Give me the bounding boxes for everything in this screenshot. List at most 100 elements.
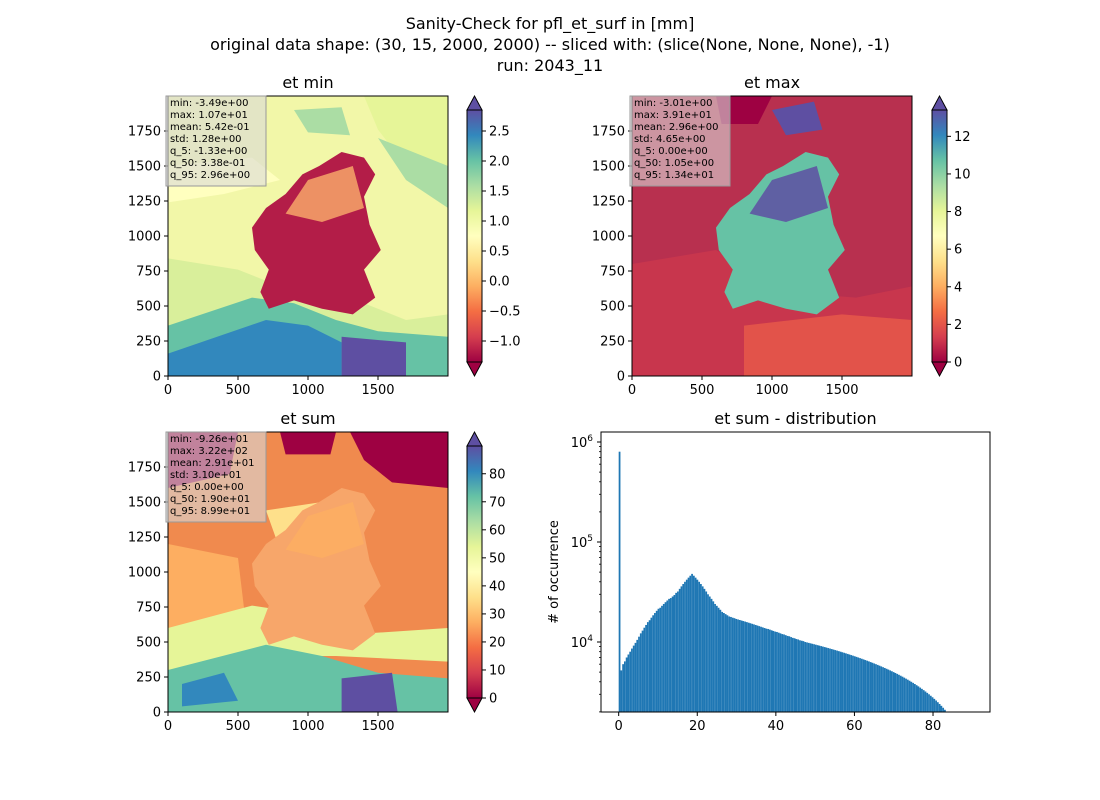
x-tick-label: 1500 — [825, 383, 858, 398]
histogram-bar — [843, 652, 846, 712]
histogram-bar — [646, 622, 649, 712]
histogram-bar — [650, 617, 653, 712]
y-tick-label: 250 — [600, 335, 625, 350]
colorbar-tick-label: 80 — [489, 467, 506, 482]
histogram-bar — [678, 588, 681, 712]
histogram-bar — [850, 655, 853, 712]
histogram-bar — [659, 607, 662, 712]
histogram-bar — [623, 661, 626, 712]
stats-box-background — [629, 95, 731, 187]
colorbar-tick-label: 2.5 — [489, 125, 510, 140]
histogram-bar — [908, 680, 911, 712]
histogram-bar — [832, 649, 835, 712]
stats-line: q_95: 1.34e+01 — [634, 170, 714, 181]
histogram-bar — [723, 613, 725, 712]
colorbar-tick-label: 2 — [954, 318, 962, 333]
histogram-bar — [669, 598, 672, 712]
x-tick-label: 40 — [768, 719, 785, 734]
histogram-bar — [618, 451, 621, 712]
histogram-bar — [781, 634, 784, 712]
histogram-bar — [677, 591, 679, 712]
y-tick-label: 1500 — [592, 160, 625, 175]
histogram-bar — [684, 581, 686, 712]
histogram-bar — [744, 621, 746, 712]
histogram-bar — [696, 579, 699, 712]
histogram-bar — [740, 620, 743, 712]
histogram-bar — [868, 661, 870, 712]
histogram-bar — [894, 672, 897, 712]
histogram-bar — [622, 664, 624, 712]
histogram-bar — [641, 630, 644, 712]
histogram-bar — [638, 636, 640, 712]
histogram-bar — [837, 651, 840, 712]
histogram-bar — [731, 617, 734, 712]
histogram-bar — [871, 662, 874, 712]
histogram-bar — [625, 657, 628, 712]
stats-line: q_5: 0.00e+00 — [634, 146, 708, 157]
histogram-bar — [919, 687, 922, 712]
stats-line: min: -3.01e+00 — [634, 98, 713, 109]
heatmap-region — [182, 672, 238, 707]
histogram-bar — [708, 596, 711, 712]
histogram-bar — [846, 653, 849, 712]
colorbar-tick-label: 8 — [954, 205, 962, 220]
histogram-bar — [790, 637, 792, 712]
histogram-bar — [655, 610, 658, 712]
heatmap-panel-1: et min 0 500 1000 1500 0 250 500 750 1000 1250 1500… — [128, 73, 521, 398]
stats-line: q_50: 3.38e-01 — [170, 158, 245, 169]
heatmap-region — [378, 138, 448, 208]
histogram-bar — [735, 618, 738, 712]
histogram-bar — [654, 613, 656, 712]
histogram-bar — [770, 630, 773, 712]
histogram-bar — [929, 695, 932, 712]
histogram-bar — [694, 577, 697, 712]
histogram-bar — [632, 645, 635, 712]
stats-line: q_50: 1.05e+00 — [634, 158, 714, 169]
colorbar: −1.0 −0.5 0.0 0.5 1.0 1.5 2.0 2.5 — [466, 94, 521, 378]
histogram-bar — [620, 670, 623, 712]
y-tick-label: 1000 — [128, 230, 161, 245]
histogram-bar — [913, 684, 916, 712]
histogram-bar — [728, 616, 731, 712]
histogram-bar — [652, 615, 655, 712]
heatmap-region — [350, 432, 448, 488]
colorbar-tick-label: 30 — [489, 607, 506, 622]
y-tick-label: 1750 — [128, 461, 161, 476]
histogram-bar — [811, 643, 814, 712]
histogram-bar — [910, 681, 913, 712]
histogram-bar — [689, 575, 692, 712]
histogram-bar — [917, 686, 920, 712]
x-tick-label: 1500 — [361, 719, 394, 734]
histogram-bar — [726, 615, 729, 712]
colorbar-tick-label: 1.0 — [489, 215, 510, 230]
x-tick-label: 0 — [164, 719, 172, 734]
histogram-bar — [774, 631, 777, 712]
histogram-bar — [758, 626, 761, 712]
histogram-bar — [675, 592, 678, 712]
histogram-bar — [890, 671, 893, 712]
histogram-bar — [903, 677, 906, 712]
histogram-bar — [749, 623, 752, 712]
histogram-bar — [827, 648, 830, 712]
y-tick-label: 1500 — [128, 160, 161, 175]
histogram-bar — [942, 707, 945, 712]
histogram-bar — [703, 588, 706, 712]
stats-line: mean: 2.96e+00 — [634, 122, 718, 133]
histogram-bar — [944, 709, 946, 712]
colorbar-tick-label: 50 — [489, 551, 506, 566]
colorbar-tick-label: −1.0 — [489, 335, 521, 350]
histogram-bar — [912, 682, 914, 712]
histogram-bar — [938, 703, 941, 712]
histogram-bar — [719, 609, 722, 712]
colorbar-extend-max — [466, 94, 483, 111]
histogram-bar — [698, 581, 701, 712]
histogram-bar — [829, 648, 831, 712]
histogram-bars — [618, 451, 948, 712]
y-axis-label: # of occurrence — [547, 520, 562, 624]
colorbar: 0 2 4 6 8 10 12 — [931, 94, 971, 378]
histogram-bar — [822, 646, 824, 712]
colorbar-extend-min — [931, 361, 948, 378]
